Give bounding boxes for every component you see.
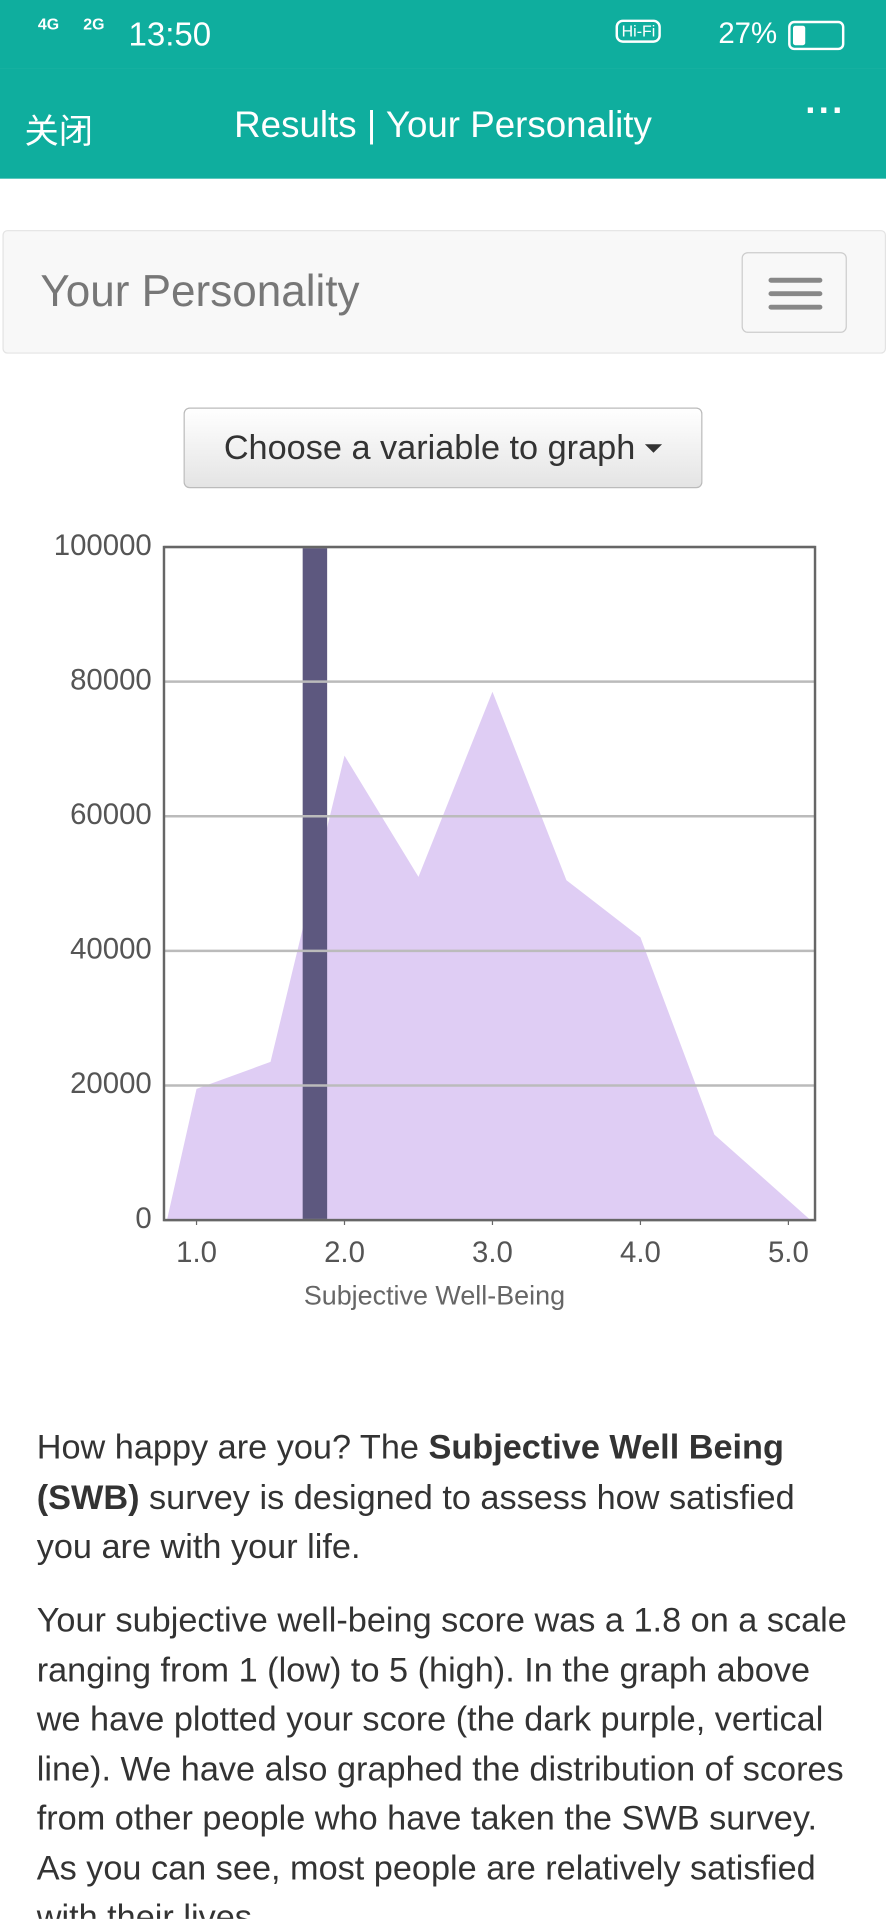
plot-frame xyxy=(162,545,817,1222)
network-1: 4G xyxy=(37,14,60,34)
time: 13:50 xyxy=(128,15,212,53)
y-tick-label: 20000 xyxy=(70,1067,152,1100)
variable-dropdown[interactable]: Choose a variable to graph xyxy=(183,407,703,489)
y-tick-label: 60000 xyxy=(70,798,152,831)
y-tick-label: 40000 xyxy=(70,933,152,966)
more-button[interactable]: ··· xyxy=(805,90,846,131)
nav-bar: 关闭 Results | Your Personality ··· xyxy=(0,68,886,179)
paragraph: How happy are you? The Subjective Well B… xyxy=(37,1423,857,1572)
x-tick-label: 2.0 xyxy=(324,1236,365,1269)
hifi-badge: Hi-Fi xyxy=(615,19,662,43)
x-tick-label: 5.0 xyxy=(768,1236,809,1269)
x-tick-label: 1.0 xyxy=(176,1236,217,1269)
x-tick-label: 3.0 xyxy=(472,1236,513,1269)
y-tick-label: 100000 xyxy=(54,529,152,562)
dropdown-label: Choose a variable to graph xyxy=(223,428,636,467)
x-axis-label: Subjective Well-Being xyxy=(304,1280,565,1310)
network-2: 2G xyxy=(83,14,105,34)
y-tick-label: 0 xyxy=(135,1202,151,1235)
nav-title: Results | Your Personality xyxy=(234,105,652,146)
bold-text: Subjective Well Being (SWB) xyxy=(36,1428,784,1516)
menu-toggle[interactable] xyxy=(741,252,847,333)
y-tick-label: 80000 xyxy=(70,663,152,696)
battery-text: 27% xyxy=(718,17,778,51)
battery-icon xyxy=(788,20,845,51)
navbar: Your Personality xyxy=(2,230,886,354)
chart: Subjective Well-Being 0 20000 40000 60000 80… xyxy=(54,529,817,1310)
text: survey is designed to assess how satisfi… xyxy=(36,1477,795,1566)
area xyxy=(166,691,811,1221)
status-bar: 4G 2G 13:50 Hi-Fi 27% xyxy=(0,0,886,69)
text: How happy are you? The xyxy=(36,1428,429,1467)
navbar-brand[interactable]: Your Personality xyxy=(40,265,360,316)
paragraph: Your subjective well-being score was a 1… xyxy=(36,1600,847,1919)
close-button[interactable]: 关闭 xyxy=(24,112,94,151)
x-tick-label: 4.0 xyxy=(620,1236,661,1269)
score-marker xyxy=(302,547,328,1221)
